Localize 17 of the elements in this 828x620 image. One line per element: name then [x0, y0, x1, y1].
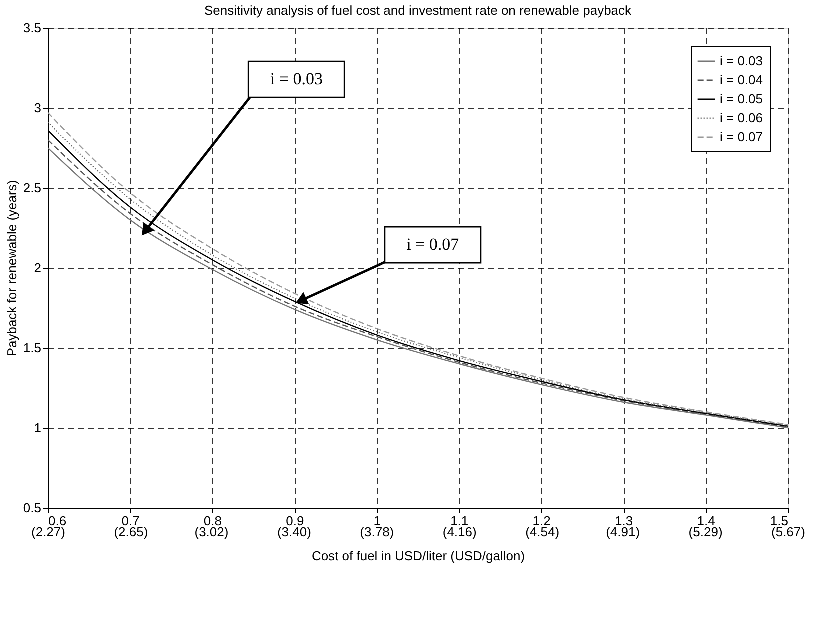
y-tick-label: 1 — [34, 420, 42, 436]
y-tick-label: 2 — [34, 260, 42, 276]
chart-title: Sensitivity analysis of fuel cost and investment rate on renewable payback — [204, 3, 632, 18]
y-axis-title: Payback for renewable (years) — [4, 180, 20, 357]
y-tick-label: 1.5 — [23, 340, 42, 356]
y-tick-label: 3.5 — [23, 20, 42, 36]
annotation: i = 0.03 — [270, 70, 323, 89]
legend-label: i = 0.03 — [720, 54, 764, 68]
annotation: i = 0.07 — [406, 235, 460, 254]
y-tick-label: 2.5 — [23, 180, 42, 196]
y-tick-label: 3 — [34, 100, 42, 116]
x-axis-title: Cost of fuel in USD/liter (USD/gallon) — [312, 548, 526, 564]
legend-label: i = 0.07 — [720, 130, 764, 144]
legend-label: i = 0.04 — [720, 72, 764, 88]
legend-label: i = 0.06 — [720, 110, 764, 126]
legend-label: i = 0.05 — [720, 92, 764, 106]
y-tick-label: 0.5 — [23, 500, 42, 516]
